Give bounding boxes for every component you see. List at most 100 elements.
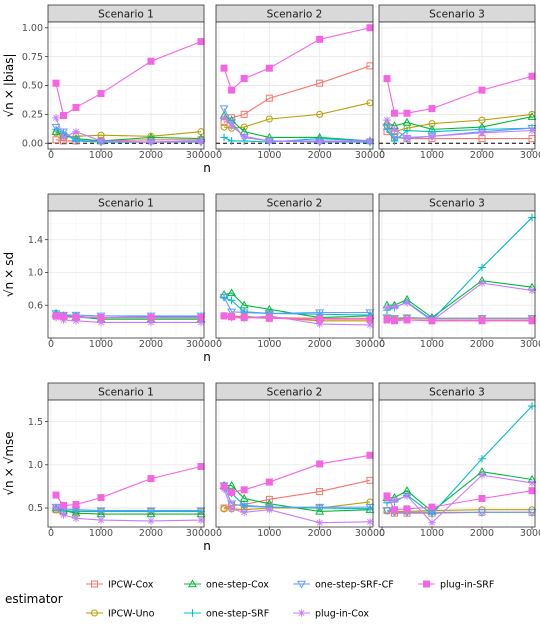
data-point bbox=[382, 507, 392, 516]
data-point bbox=[366, 24, 374, 32]
data-point bbox=[390, 137, 399, 145]
data-point bbox=[390, 496, 399, 505]
data-point bbox=[220, 133, 228, 142]
data-point bbox=[227, 288, 237, 297]
data-point bbox=[316, 460, 324, 468]
data-point bbox=[52, 136, 60, 144]
y-axis-title-part: |bias| bbox=[2, 54, 16, 87]
data-point bbox=[366, 321, 374, 329]
series-line bbox=[386, 127, 533, 142]
data-point bbox=[239, 493, 249, 502]
data-point bbox=[382, 123, 392, 132]
y-tick-label: 0.50 bbox=[22, 81, 43, 92]
x-axis-title: n bbox=[203, 161, 211, 175]
data-point bbox=[478, 279, 486, 287]
data-point bbox=[478, 494, 486, 502]
series-line bbox=[223, 488, 370, 524]
data-point bbox=[219, 293, 229, 302]
data-point bbox=[147, 475, 155, 483]
x-tick-label: 3000 bbox=[520, 528, 540, 539]
data-point bbox=[60, 501, 67, 509]
data-point bbox=[391, 506, 398, 514]
legend-label: one-step-SRF-CF bbox=[315, 580, 394, 591]
data-point bbox=[365, 503, 375, 512]
x-tick-label: 3000 bbox=[520, 339, 540, 350]
data-point bbox=[97, 90, 105, 98]
x-tick-label: 2000 bbox=[308, 339, 332, 350]
data-point bbox=[265, 478, 273, 486]
data-point bbox=[403, 109, 411, 117]
data-point bbox=[197, 318, 205, 327]
legend-key-marker bbox=[297, 609, 306, 617]
y-axis-title-part: × bbox=[2, 89, 16, 99]
data-point bbox=[146, 509, 156, 518]
x-tick-label: 1000 bbox=[257, 150, 281, 161]
data-point bbox=[403, 505, 411, 513]
data-point bbox=[51, 123, 61, 132]
x-tick-label: 2000 bbox=[139, 528, 163, 539]
x-tick-label: 0 bbox=[379, 528, 385, 539]
panel-2: Scenario 2 0 1000 2000 30000 bbox=[215, 193, 385, 350]
data-point bbox=[403, 298, 411, 307]
x-axis-title: n bbox=[203, 350, 211, 364]
data-point bbox=[52, 491, 60, 499]
facet-label: Scenario 1 bbox=[98, 387, 154, 399]
panel-3: Scenario 3 0 1000 2000 3000 bbox=[378, 382, 540, 539]
y-tick-label: 1.0 bbox=[28, 268, 43, 279]
x-tick-label: 2000 bbox=[470, 528, 494, 539]
y-tick-label: 1.00 bbox=[22, 23, 43, 34]
data-point bbox=[240, 75, 248, 83]
data-point bbox=[402, 117, 412, 126]
x-tick-label: 30000 bbox=[355, 339, 385, 350]
data-point bbox=[227, 505, 236, 513]
y-tick-label: 1.5 bbox=[28, 417, 43, 428]
series-line bbox=[386, 75, 533, 114]
data-point bbox=[227, 308, 237, 317]
series-line bbox=[223, 292, 370, 319]
data-point bbox=[60, 313, 67, 321]
legend-key-marker bbox=[188, 579, 197, 588]
x-tick-label: 2000 bbox=[470, 339, 494, 350]
data-point bbox=[527, 509, 537, 517]
legend-key-marker bbox=[188, 609, 197, 617]
data-point bbox=[316, 35, 324, 43]
y-axis-title: √n × |bias| bbox=[2, 54, 16, 118]
legend-label: plug-in-SRF bbox=[440, 580, 494, 591]
panel-border bbox=[215, 399, 374, 528]
legend-key bbox=[86, 580, 103, 588]
data-point bbox=[196, 507, 206, 516]
y-axis-title-part: × bbox=[2, 467, 16, 477]
x-tick-label: 2000 bbox=[470, 150, 494, 161]
data-point bbox=[72, 127, 80, 136]
series-line bbox=[55, 117, 202, 143]
facet-label: Scenario 3 bbox=[429, 198, 485, 210]
y-axis-title: √n × sd bbox=[2, 252, 16, 297]
data-point bbox=[527, 112, 537, 120]
data-point bbox=[197, 137, 205, 145]
panel-3: Scenario 3 0 1000 2000 3000 bbox=[378, 193, 540, 350]
data-point bbox=[383, 316, 391, 324]
data-point bbox=[477, 128, 487, 137]
data-point bbox=[147, 314, 155, 322]
data-point bbox=[240, 314, 248, 322]
x-tick-label: 0 bbox=[48, 150, 54, 161]
data-point bbox=[227, 122, 236, 130]
data-point bbox=[72, 314, 80, 322]
data-point bbox=[265, 314, 273, 322]
x-tick-label: 1000 bbox=[89, 528, 113, 539]
panel-border bbox=[47, 399, 205, 528]
data-point bbox=[366, 451, 374, 459]
data-point bbox=[316, 79, 324, 87]
data-point bbox=[51, 127, 61, 135]
data-point bbox=[478, 263, 486, 272]
y-tick-label: 1.4 bbox=[28, 235, 43, 246]
x-tick-label: 3000 bbox=[520, 150, 540, 161]
facet-label: Scenario 3 bbox=[429, 387, 485, 399]
y-axis-title: √n × √mse bbox=[2, 431, 16, 495]
data-point bbox=[146, 507, 156, 516]
data-point bbox=[197, 516, 205, 524]
panel-1: Scenario 1 0 1000 2000 30000 bbox=[47, 193, 216, 350]
y-axis-title-part: √n bbox=[2, 102, 16, 117]
facet-label: Scenario 3 bbox=[429, 9, 485, 21]
